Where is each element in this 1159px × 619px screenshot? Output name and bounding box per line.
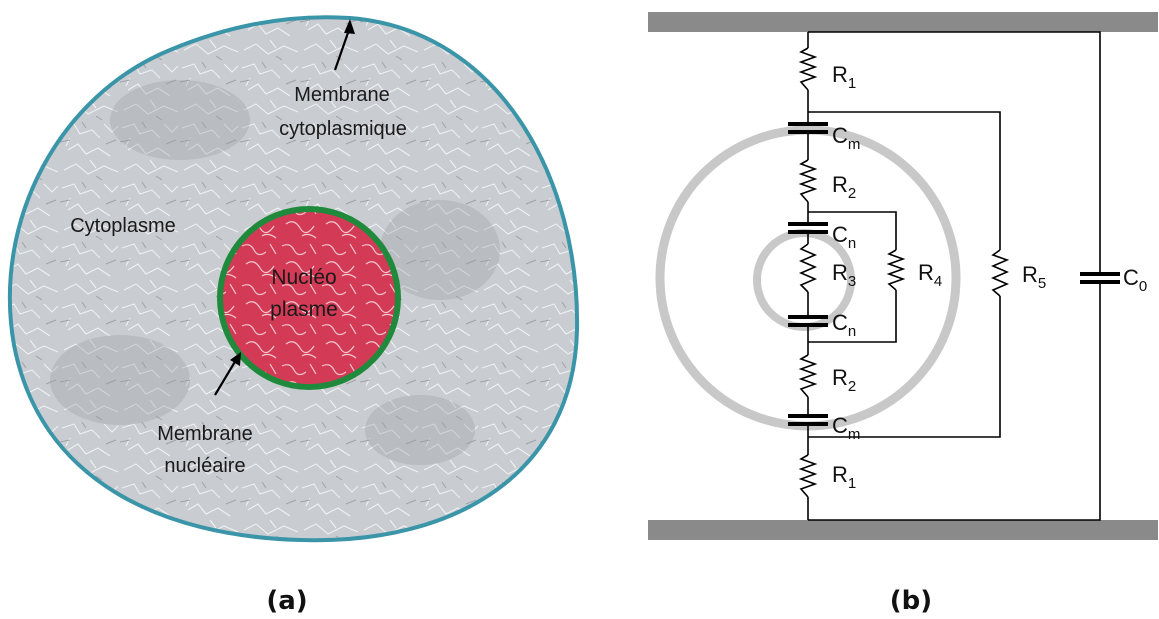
resistor-r4 — [886, 249, 906, 291]
label-c0: C0 — [1123, 265, 1147, 295]
label-cn-bot: Cn — [832, 310, 856, 340]
capacitor-cm-bot — [788, 414, 828, 426]
caption-b: (b) — [890, 586, 932, 616]
capacitor-c0 — [1080, 272, 1120, 284]
caption-a: (a) — [266, 586, 307, 616]
resistor-r2-bot — [798, 354, 818, 398]
label-cytoplasm: Cytoplasme — [70, 215, 176, 237]
resistor-r1-top — [798, 47, 818, 91]
label-membrane-nuc-2: nucléaire — [164, 455, 245, 477]
capacitor-cm-top — [788, 122, 828, 134]
capacitor-cn-top — [788, 222, 828, 234]
label-r3: R3 — [832, 260, 856, 290]
arrow-cyto-membrane — [333, 19, 355, 71]
label-r1-top: R1 — [832, 62, 856, 92]
label-membrane-nuc-1: Membrane — [157, 423, 253, 445]
cytoplasm-shading — [50, 80, 500, 465]
label-cm-top: Cm — [832, 123, 860, 153]
label-membrane-cyto-2: cytoplasmique — [279, 118, 407, 140]
panel-b: R1 Cm R2 Cn R3 R4 Cn R2 Cm R1 R5 C0 (b) — [648, 12, 1158, 616]
nucleus — [217, 206, 401, 390]
label-nucleus-1: Nucléo — [271, 266, 336, 289]
arrow-nuc-membrane — [214, 352, 241, 396]
label-nucleus-2: plasme — [270, 298, 338, 321]
label-cm-bot: Cm — [832, 413, 860, 443]
resistor-r3 — [798, 243, 818, 293]
resistor-r1-bot — [798, 454, 818, 498]
label-r4: R4 — [918, 260, 942, 290]
panel-a: Membrane cytoplasmique Cytoplasme Nucléo… — [8, 15, 580, 616]
capacitor-cn-bot — [788, 315, 828, 327]
resistor-r5 — [990, 249, 1010, 297]
label-cn-top: Cn — [832, 222, 856, 252]
label-r2-bot: R2 — [832, 365, 856, 395]
label-r1-bot: R1 — [832, 462, 856, 492]
circuit-wires — [807, 31, 1101, 521]
top-electrode — [648, 12, 1158, 32]
label-membrane-cyto-1: Membrane — [294, 84, 390, 106]
resistor-r2-top — [798, 159, 818, 203]
label-r2-top: R2 — [832, 172, 856, 202]
label-r5: R5 — [1022, 262, 1046, 292]
bottom-electrode — [648, 520, 1158, 540]
